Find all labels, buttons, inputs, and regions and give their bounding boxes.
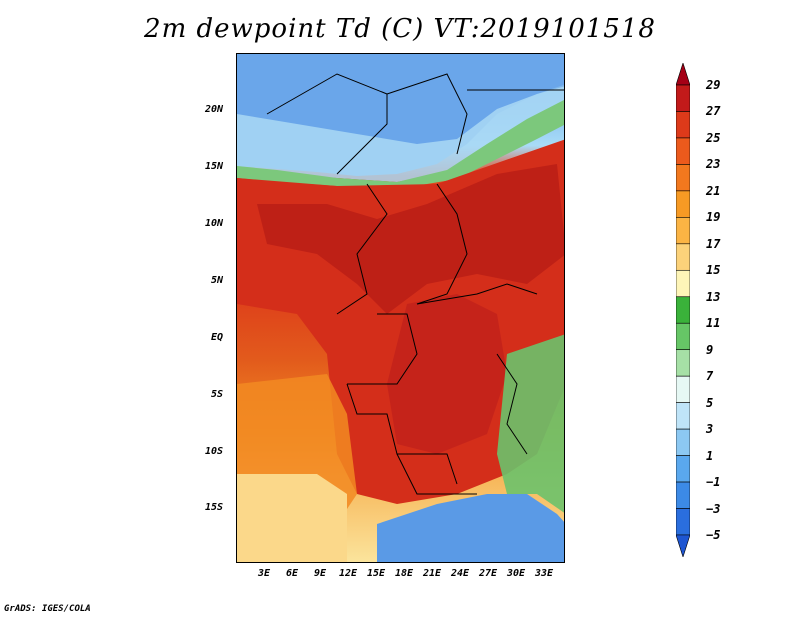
green-band-north <box>237 100 564 189</box>
colorbar-swatch <box>676 508 690 536</box>
colorbar-label: 17 <box>706 236 721 251</box>
colorbar-swatch <box>676 481 690 509</box>
colorbar-swatch <box>676 402 690 430</box>
lon-label: 21E <box>422 568 442 579</box>
colorbar-swatch <box>676 190 690 218</box>
colorbar-label: −1 <box>706 475 721 490</box>
lon-label: 30E <box>506 568 526 579</box>
lon-label: 18E <box>394 568 414 579</box>
lon-label: 6E <box>285 568 299 579</box>
colorbar-swatch <box>676 84 690 112</box>
country-borders <box>266 73 564 495</box>
colorbar-label: 21 <box>706 183 721 198</box>
colorbar-label: 13 <box>706 289 721 304</box>
lon-label: 15E <box>366 568 386 579</box>
map-field <box>237 54 564 562</box>
colorbar-label: 15 <box>706 263 721 278</box>
colorbar-swatch <box>676 534 690 557</box>
dewpoint-map <box>236 53 565 563</box>
dry-region-south <box>377 494 564 562</box>
colorbar-swatches <box>676 63 690 557</box>
lon-label: 12E <box>338 568 358 579</box>
colorbar-swatch <box>676 296 690 324</box>
lon-label: 3E <box>257 568 271 579</box>
colorbar-label: 5 <box>706 395 714 410</box>
colorbar-label: 7 <box>706 369 714 384</box>
lat-label: 5N <box>211 275 224 286</box>
lat-label: 15S <box>205 502 224 513</box>
dry-region-north-light <box>237 86 564 182</box>
lat-label: 10S <box>205 446 224 457</box>
chart-title: 2m dewpoint Td (C) VT:2019101518 <box>144 14 656 44</box>
darkest-core <box>257 164 564 314</box>
lat-label: 10N <box>205 218 224 229</box>
colorbar-swatch <box>676 243 690 271</box>
colorbar-swatch <box>676 164 690 192</box>
lon-label: 9E <box>313 568 327 579</box>
colorbar-swatch <box>676 322 690 351</box>
footer-credit: GrADS: IGES/COLA <box>4 604 91 614</box>
colorbar-label: 25 <box>706 130 721 145</box>
colorbar-swatch <box>676 349 690 377</box>
colorbar-label: 23 <box>706 157 721 172</box>
colorbar-swatch <box>676 63 690 86</box>
colorbar-label: 27 <box>706 104 721 119</box>
colorbar <box>676 63 690 557</box>
lon-label: 24E <box>450 568 470 579</box>
colorbar-swatch <box>676 217 690 245</box>
colorbar-label: 19 <box>706 210 721 225</box>
yellow-sw <box>237 474 347 562</box>
colorbar-label: −3 <box>706 501 721 516</box>
colorbar-label: 3 <box>706 422 714 437</box>
colorbar-swatch <box>676 137 690 165</box>
colorbar-label: 29 <box>706 78 721 92</box>
lat-label: 20N <box>205 104 224 115</box>
colorbar-label: 11 <box>706 316 721 331</box>
colorbar-swatch <box>676 269 690 298</box>
colorbar-label: 9 <box>706 342 714 357</box>
congo-basin <box>387 294 507 454</box>
colorbar-label: −5 <box>706 528 721 542</box>
colorbar-swatch <box>676 428 690 456</box>
lon-label: 33E <box>534 568 554 579</box>
colorbar-swatch <box>676 375 690 403</box>
lat-label: EQ <box>211 332 224 343</box>
colorbar-label: 1 <box>706 448 714 463</box>
colorbar-swatch <box>676 111 690 139</box>
lon-label: 27E <box>478 568 498 579</box>
lat-label: 15N <box>205 161 224 172</box>
colorbar-swatch <box>676 455 690 483</box>
lat-label: 5S <box>211 389 224 400</box>
